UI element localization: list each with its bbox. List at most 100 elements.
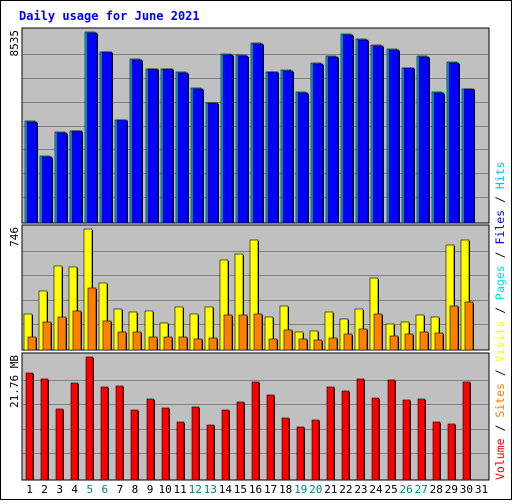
bar-volume-day-6 — [100, 386, 109, 481]
bar-sites-day-30 — [464, 301, 474, 351]
bar-volume-day-23 — [356, 378, 365, 481]
bar-sites-day-20 — [313, 339, 323, 351]
bar-files-day-21 — [327, 56, 339, 224]
legend-separator: / — [493, 300, 507, 321]
day-label-21: 21 — [324, 483, 337, 496]
bar-files-day-4 — [71, 130, 83, 224]
day-label-13: 13 — [204, 483, 217, 496]
bar-volume-day-8 — [130, 409, 139, 481]
bar-volume-day-12 — [191, 406, 200, 481]
bar-files-day-26 — [403, 67, 415, 224]
bar-sites-day-14 — [223, 314, 233, 351]
day-label-12: 12 — [189, 483, 202, 496]
bar-files-day-23 — [357, 39, 369, 224]
bar-files-day-2 — [41, 156, 53, 224]
day-label-10: 10 — [158, 483, 171, 496]
bar-sites-day-15 — [238, 314, 248, 351]
bar-files-day-18 — [282, 70, 294, 224]
day-label-26: 26 — [400, 483, 413, 496]
bar-sites-day-28 — [434, 332, 444, 351]
bar-files-day-1 — [26, 121, 38, 224]
bar-volume-day-19 — [296, 426, 305, 481]
chart-panels: 8535 746 21.76 MB — [8, 27, 490, 481]
legend-sites: Sites — [493, 383, 507, 418]
day-label-1: 1 — [26, 483, 33, 496]
series-legend: Volume / Sites / Visits / Pages / Files … — [493, 161, 507, 480]
bar-files-day-27 — [418, 56, 430, 224]
bar-sites-day-1 — [27, 336, 37, 351]
bar-sites-day-23 — [358, 328, 368, 351]
day-label-6: 6 — [102, 483, 109, 496]
bar-volume-day-18 — [281, 417, 290, 481]
legend-files: Files — [493, 210, 507, 245]
bar-files-day-25 — [388, 49, 400, 224]
legend-separator: / — [493, 418, 507, 439]
bar-files-day-30 — [463, 88, 475, 224]
bar-volume-day-21 — [326, 386, 335, 481]
bar-volume-day-27 — [417, 398, 426, 481]
day-label-14: 14 — [219, 483, 233, 496]
bar-files-day-6 — [101, 51, 113, 224]
day-label-4: 4 — [71, 483, 78, 496]
bar-volume-day-30 — [462, 381, 471, 481]
panel-pages-visits-sites: 746 — [8, 224, 490, 351]
bar-files-day-17 — [267, 71, 279, 224]
bar-sites-day-5 — [87, 287, 97, 351]
bar-volume-day-29 — [447, 423, 456, 481]
y-axis-max-label: 746 — [8, 227, 21, 247]
bar-sites-day-16 — [253, 313, 263, 351]
y-axis-max-label: 8535 — [8, 30, 21, 57]
bar-volume-day-20 — [311, 419, 320, 481]
bar-sites-day-10 — [163, 336, 173, 351]
bar-sites-day-6 — [102, 320, 112, 351]
bar-volume-day-14 — [221, 409, 230, 481]
bar-sites-day-8 — [132, 331, 142, 351]
bar-files-day-5 — [86, 32, 98, 224]
day-label-5: 5 — [86, 483, 93, 496]
bar-volume-day-16 — [251, 381, 260, 481]
bar-files-day-29 — [448, 62, 460, 224]
bar-sites-day-22 — [343, 333, 353, 351]
day-axis-labels: 1 2 3 4 5 6 7 8 9 10 11 12 13 14 15 16 17 18 19 20 21 22 23 24 2… — [26, 483, 488, 496]
bar-volume-day-4 — [70, 382, 79, 481]
panel-volume: 21.76 MB — [8, 352, 490, 481]
bar-sites-day-27 — [419, 331, 429, 351]
legend-volume: Volume — [493, 438, 507, 480]
bar-files-day-24 — [372, 45, 384, 224]
bar-files-day-20 — [312, 63, 324, 224]
bar-files-day-19 — [297, 92, 309, 224]
day-label-20: 20 — [309, 483, 322, 496]
bar-volume-day-5 — [85, 356, 94, 481]
bar-sites-day-13 — [208, 337, 218, 351]
bar-files-day-11 — [177, 72, 189, 224]
y-axis-max-label: 21.76 MB — [8, 355, 21, 408]
bar-volume-day-10 — [161, 407, 170, 481]
day-label-17: 17 — [264, 483, 277, 496]
day-label-23: 23 — [354, 483, 367, 496]
day-label-3: 3 — [56, 483, 63, 496]
bar-volume-day-9 — [146, 398, 155, 481]
day-label-8: 8 — [132, 483, 139, 496]
legend-hits: Hits — [493, 161, 507, 189]
bar-sites-day-18 — [283, 329, 293, 351]
day-label-19: 19 — [294, 483, 307, 496]
day-label-31: 31 — [475, 483, 488, 496]
bar-sites-day-2 — [42, 321, 52, 351]
day-label-28: 28 — [430, 483, 443, 496]
day-label-24: 24 — [369, 483, 383, 496]
bar-sites-day-7 — [117, 331, 127, 351]
day-label-7: 7 — [117, 483, 124, 496]
bar-files-day-10 — [162, 68, 174, 224]
bar-files-day-28 — [433, 92, 445, 224]
bar-volume-day-26 — [402, 399, 411, 481]
bar-volume-day-22 — [341, 390, 350, 481]
bar-sites-day-24 — [373, 313, 383, 351]
bar-volume-day-13 — [206, 424, 215, 481]
bar-sites-day-11 — [178, 336, 188, 351]
bar-sites-day-26 — [404, 333, 414, 351]
legend-visits: Visits — [493, 321, 507, 363]
bar-volume-day-17 — [266, 394, 275, 481]
day-label-9: 9 — [147, 483, 154, 496]
bar-volume-day-25 — [387, 379, 396, 481]
